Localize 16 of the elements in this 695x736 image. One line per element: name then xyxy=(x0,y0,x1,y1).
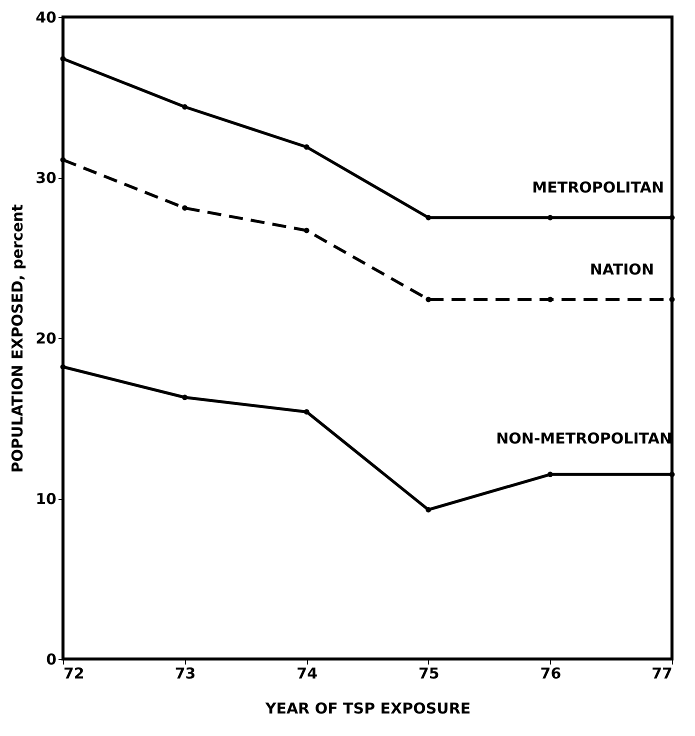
x-tick-label: 74 xyxy=(296,664,318,682)
y-tick-label: 30 xyxy=(36,169,56,187)
x-tick-label: 77 xyxy=(652,664,672,682)
series-label: NON-METROPOLITAN xyxy=(496,429,672,448)
y-tick-label: 20 xyxy=(36,330,56,348)
x-tick-label: 72 xyxy=(64,664,84,682)
y-tick-label: 10 xyxy=(36,490,56,508)
x-tick-label: 75 xyxy=(418,664,440,682)
x-axis-title: YEAR OF TSP EXPOSURE xyxy=(264,700,471,718)
y-tick-label: 0 xyxy=(46,650,56,668)
y-axis-title: POPULATION EXPOSED, percent xyxy=(8,204,27,473)
series-label: NATION xyxy=(590,260,654,278)
x-tick-label: 73 xyxy=(174,664,196,682)
y-tick-label: 40 xyxy=(36,8,56,26)
x-tick-label: 76 xyxy=(540,664,562,682)
series-label: METROPOLITAN xyxy=(532,178,664,197)
